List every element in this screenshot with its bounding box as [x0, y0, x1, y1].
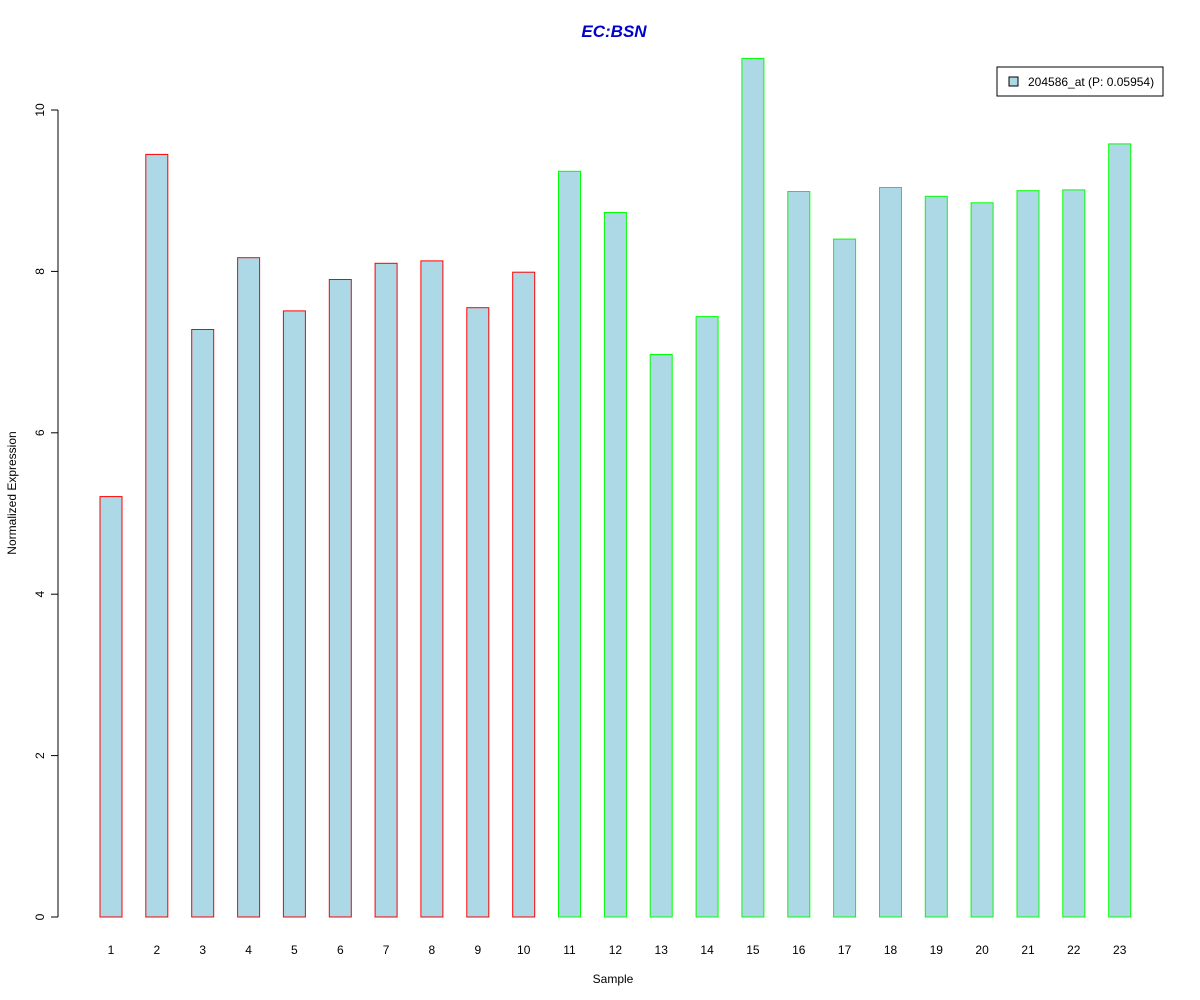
bar-sample-5	[282, 310, 306, 918]
x-tick-label: 5	[291, 943, 298, 957]
legend-box	[996, 66, 1164, 97]
bar-sample-13	[649, 354, 673, 918]
bar-sample-4	[237, 257, 261, 918]
bar-sample-19	[924, 195, 948, 918]
x-tick-label: 9	[474, 943, 481, 957]
x-tick-label: 18	[884, 943, 898, 957]
bar-sample-7	[374, 262, 398, 918]
x-tick-label: 14	[700, 943, 714, 957]
bar-sample-1	[99, 496, 123, 918]
x-axis-label: Sample	[593, 972, 634, 986]
bar-sample-23	[1108, 143, 1132, 918]
x-tick-label: 20	[975, 943, 989, 957]
bar-sample-18	[879, 187, 902, 918]
y-tick-label: 6	[33, 429, 47, 436]
bar-sample-6	[328, 279, 352, 918]
y-tick-label: 10	[33, 103, 47, 117]
x-tick-label: 4	[245, 943, 252, 957]
y-tick-label: 2	[33, 752, 47, 759]
bar-sample-2	[145, 153, 169, 918]
bar-sample-14	[695, 316, 719, 918]
x-tick-label: 15	[746, 943, 760, 957]
x-tick-label: 6	[337, 943, 344, 957]
x-tick-label: 3	[199, 943, 206, 957]
bar-sample-17	[833, 238, 857, 918]
x-tick-label: 17	[838, 943, 852, 957]
bar-sample-22	[1062, 189, 1086, 918]
y-tick-label: 4	[33, 591, 47, 598]
x-tick-label: 21	[1021, 943, 1035, 957]
x-tick-label: 8	[429, 943, 436, 957]
x-tick-label: 11	[563, 943, 576, 957]
x-tick-label: 10	[517, 943, 531, 957]
x-tick-label: 7	[383, 943, 390, 957]
legend-swatch	[1008, 76, 1019, 87]
legend: 204586_at (P: 0.05954)	[996, 66, 1164, 97]
y-axis: 0 2 4 6 8 10	[33, 103, 59, 920]
x-tick-label: 22	[1067, 943, 1081, 957]
chart-title: EC:BSN	[581, 22, 647, 41]
bar-series	[99, 57, 1132, 918]
bar-sample-15	[741, 57, 765, 918]
x-tick-label: 13	[655, 943, 669, 957]
y-tick-label: 0	[33, 913, 47, 920]
bar-sample-16	[787, 191, 811, 918]
y-tick-label: 8	[33, 268, 47, 275]
bar-sample-9	[466, 307, 490, 918]
legend-label: 204586_at (P: 0.05954)	[1028, 75, 1154, 89]
bar-sample-11	[558, 170, 581, 918]
x-tick-label: 1	[108, 943, 115, 957]
bar-sample-21	[1016, 190, 1040, 918]
bar-sample-3	[191, 329, 215, 918]
x-tick-label: 2	[153, 943, 160, 957]
x-tick-label: 12	[609, 943, 623, 957]
x-tick-label: 19	[930, 943, 944, 957]
x-axis-tick-labels: 1 2 3 4 5 6 7 8 9 10 11 12 13 14 15 16 17 18 19 20 21 22 23	[108, 943, 1127, 957]
x-tick-label: 16	[792, 943, 806, 957]
x-tick-label: 23	[1113, 943, 1127, 957]
bar-sample-10	[512, 271, 536, 918]
bar-sample-8	[420, 260, 444, 918]
bar-sample-12	[603, 212, 627, 918]
bar-sample-20	[970, 202, 994, 918]
y-axis-label: Normalized Expression	[5, 431, 19, 554]
